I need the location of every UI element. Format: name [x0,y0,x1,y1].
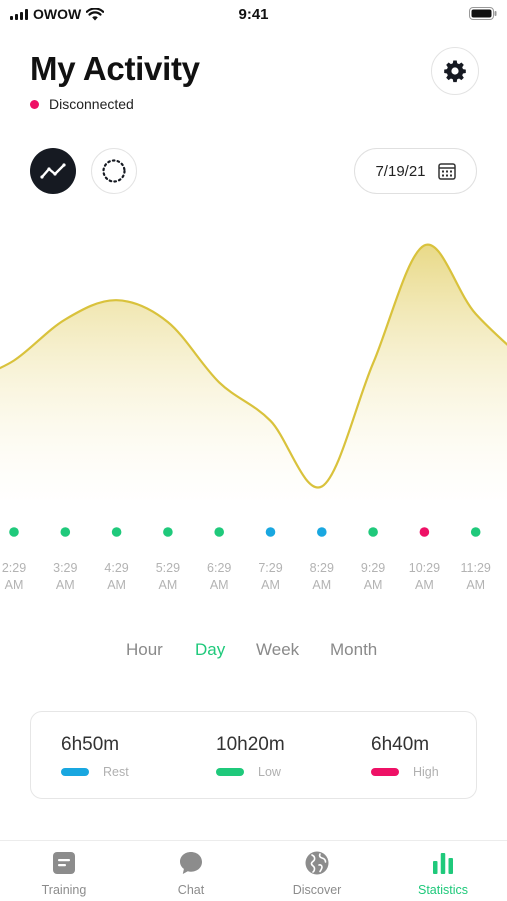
time-label-meridiem: AM [210,578,229,592]
time-label-meridiem: AM [5,578,24,592]
time-label: 7:29 [258,561,282,575]
connection-status: Disconnected [30,96,134,112]
tab-statistics-label: Statistics [417,883,468,897]
rest-duration: 6h50m [61,734,120,755]
level-dot [214,527,224,537]
level-dot [9,527,19,537]
level-dot [60,527,71,537]
level-dot [111,527,122,537]
rest-legend-swatch [61,768,89,776]
carrier-name: OWOW [33,6,82,22]
chat-bubble-icon [180,852,202,874]
high-label: High [413,765,439,779]
low-duration: 10h20m [216,734,285,755]
line-chart-toggle[interactable] [30,148,76,194]
period-month[interactable]: Month [330,640,378,659]
signal-icon [10,8,28,20]
rest-stat: 6h50m Rest [61,734,129,779]
dotted-circle-icon [102,159,126,183]
time-label: 4:29 [104,561,128,575]
tab-chat-label: Chat [177,883,205,897]
date-picker-button[interactable]: 7/19/21 [354,148,477,194]
high-legend-swatch [371,768,399,776]
time-label: 10:29 [409,561,440,575]
tab-training[interactable]: Training [14,849,114,897]
level-dot [317,527,327,537]
tab-chat[interactable]: Chat [141,849,241,897]
activity-area [0,244,507,500]
time-label-meridiem: AM [56,578,75,592]
status-dot [30,99,39,109]
clock: 9:41 [238,6,269,23]
activity-line [0,243,507,489]
tab-discover[interactable]: Discover [267,849,367,897]
level-dot [163,527,173,537]
training-icon [53,852,75,874]
period-hour[interactable]: Hour [126,640,163,659]
period-selector: Hour Day Week Month [0,640,507,662]
tab-bar: Training Chat Discover Statistics [0,840,507,901]
globe-icon [305,851,329,875]
tab-training-label: Training [41,883,87,897]
level-dot [470,527,481,537]
low-legend-swatch [216,768,244,776]
time-label: 11:29 [461,561,491,575]
high-stat: 6h40m High [371,734,439,779]
status-bar: OWOW 9:41 [0,0,507,28]
time-label: 9:29 [361,561,385,575]
activity-chart: 2:29 AM 3:29 AM 4:29 AM 5:29 AM 6:29 AM 7:29 AM 8:29… [0,243,507,592]
time-label: 2:29 [2,561,26,575]
level-dot [265,527,276,537]
gear-icon [444,60,466,83]
time-label-meridiem: AM [261,578,280,592]
rest-label: Rest [103,765,129,779]
line-chart-icon [40,163,66,179]
time-label-meridiem: AM [312,578,331,592]
time-label-meridiem: AM [466,578,485,592]
time-label: 3:29 [53,561,77,575]
period-day[interactable]: Day [195,640,226,659]
summary-card: 6h50m Rest 10h20m Low 6h40m High [30,711,477,799]
time-label-meridiem: AM [159,578,178,592]
carrier-info: OWOW [10,6,105,22]
time-labels: 2:29 AM 3:29 AM 4:29 AM 5:29 AM 6:29 AM 7:29 AM 8:29… [2,561,491,592]
time-label-meridiem: AM [107,578,126,592]
battery-icon [469,7,497,23]
calendar-icon [437,163,456,180]
level-dot [419,527,430,537]
connection-status-label: Disconnected [49,96,134,112]
time-label-meridiem: AM [364,578,383,592]
level-dot [368,527,378,537]
page-title: My Activity [30,50,200,87]
time-label: 5:29 [156,561,180,575]
settings-button[interactable] [431,47,479,95]
tab-statistics[interactable]: Statistics [393,849,493,897]
period-week[interactable]: Week [256,640,300,659]
low-label: Low [258,765,281,779]
time-label-meridiem: AM [415,578,434,592]
wifi-icon [86,7,105,20]
level-dots [9,527,481,537]
radial-chart-toggle[interactable] [91,148,137,194]
time-label: 6:29 [207,561,231,575]
tab-discover-label: Discover [292,883,342,897]
selected-date: 7/19/21 [375,162,426,180]
time-label: 8:29 [310,561,334,575]
low-stat: 10h20m Low [216,734,285,779]
bar-chart-icon [433,853,453,874]
high-duration: 6h40m [371,734,430,755]
